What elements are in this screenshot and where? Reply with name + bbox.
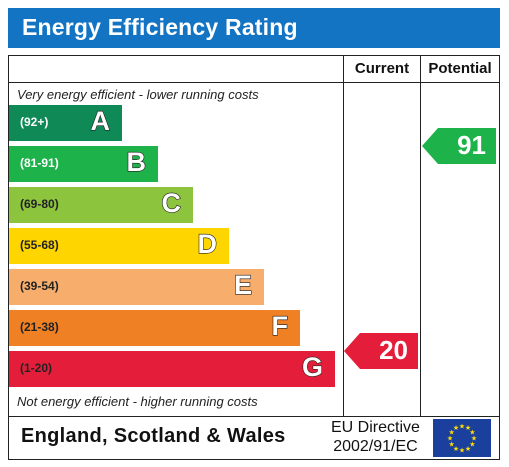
directive-line-1: EU Directive xyxy=(331,419,420,436)
band-letter: F xyxy=(271,310,289,341)
band-letter: E xyxy=(233,269,252,300)
column-divider xyxy=(343,56,344,416)
eu-flag-icon: ★ ★ ★ ★ ★ ★ ★ ★ ★ ★ ★ ★ xyxy=(433,419,491,457)
star-icon: ★ xyxy=(469,429,475,437)
page-title: Energy Efficiency Rating xyxy=(22,14,298,40)
footer: England, Scotland & Wales EU Directive 2… xyxy=(8,415,500,460)
band-letter: B xyxy=(126,146,147,177)
band-b: (81-91) B xyxy=(9,146,158,182)
band-letter: G xyxy=(301,351,323,382)
top-note: Very energy efficient - lower running co… xyxy=(17,87,259,102)
bottom-note: Not energy efficient - higher running co… xyxy=(17,394,258,409)
star-icon: ★ xyxy=(453,445,459,453)
star-icon: ★ xyxy=(447,435,453,443)
region-label: England, Scotland & Wales xyxy=(21,425,286,447)
potential-column-header: Potential xyxy=(428,60,492,77)
band-f: (21-38) F xyxy=(9,310,300,346)
directive-line-2: 2002/91/EC xyxy=(333,438,418,455)
band-letter: D xyxy=(197,228,218,259)
current-column-header: Current xyxy=(354,60,410,77)
title-bar: Energy Efficiency Rating xyxy=(8,8,500,48)
column-divider xyxy=(420,56,421,416)
band-g: (1-20) G xyxy=(9,351,335,387)
band-range: (92+) xyxy=(20,115,49,129)
band-a: (92+) A xyxy=(9,105,122,141)
star-icon: ★ xyxy=(448,441,454,449)
star-icon: ★ xyxy=(469,441,475,449)
star-icon: ★ xyxy=(465,445,471,453)
band-letter: A xyxy=(90,105,111,136)
potential-arrow-shape xyxy=(422,128,496,164)
star-icon: ★ xyxy=(471,435,477,443)
star-icon: ★ xyxy=(465,424,471,432)
band-d: (55-68) D xyxy=(9,228,229,264)
star-icon: ★ xyxy=(459,423,465,431)
rating-table: Current Potential Very energy efficient … xyxy=(8,55,500,417)
band-range: (55-68) xyxy=(20,238,59,252)
potential-rating-arrow: 91 xyxy=(422,128,496,164)
band-e: (39-54) E xyxy=(9,269,264,305)
star-icon: ★ xyxy=(459,447,465,455)
eu-directive: EU Directive 2002/91/EC xyxy=(331,418,420,456)
current-rating-value: 20 xyxy=(379,335,408,365)
potential-rating-value: 91 xyxy=(457,130,486,160)
band-c: (69-80) C xyxy=(9,187,193,223)
header-divider xyxy=(9,82,499,83)
star-icon: ★ xyxy=(448,429,454,437)
current-arrow-shape xyxy=(344,333,418,369)
band-range: (69-80) xyxy=(20,197,59,211)
band-range: (39-54) xyxy=(20,279,59,293)
current-rating-arrow: 20 xyxy=(344,333,418,369)
band-letter: C xyxy=(161,187,182,218)
star-icon: ★ xyxy=(453,424,459,432)
band-range: (21-38) xyxy=(20,320,59,334)
band-range: (1-20) xyxy=(20,361,53,375)
band-range: (81-91) xyxy=(20,156,59,170)
